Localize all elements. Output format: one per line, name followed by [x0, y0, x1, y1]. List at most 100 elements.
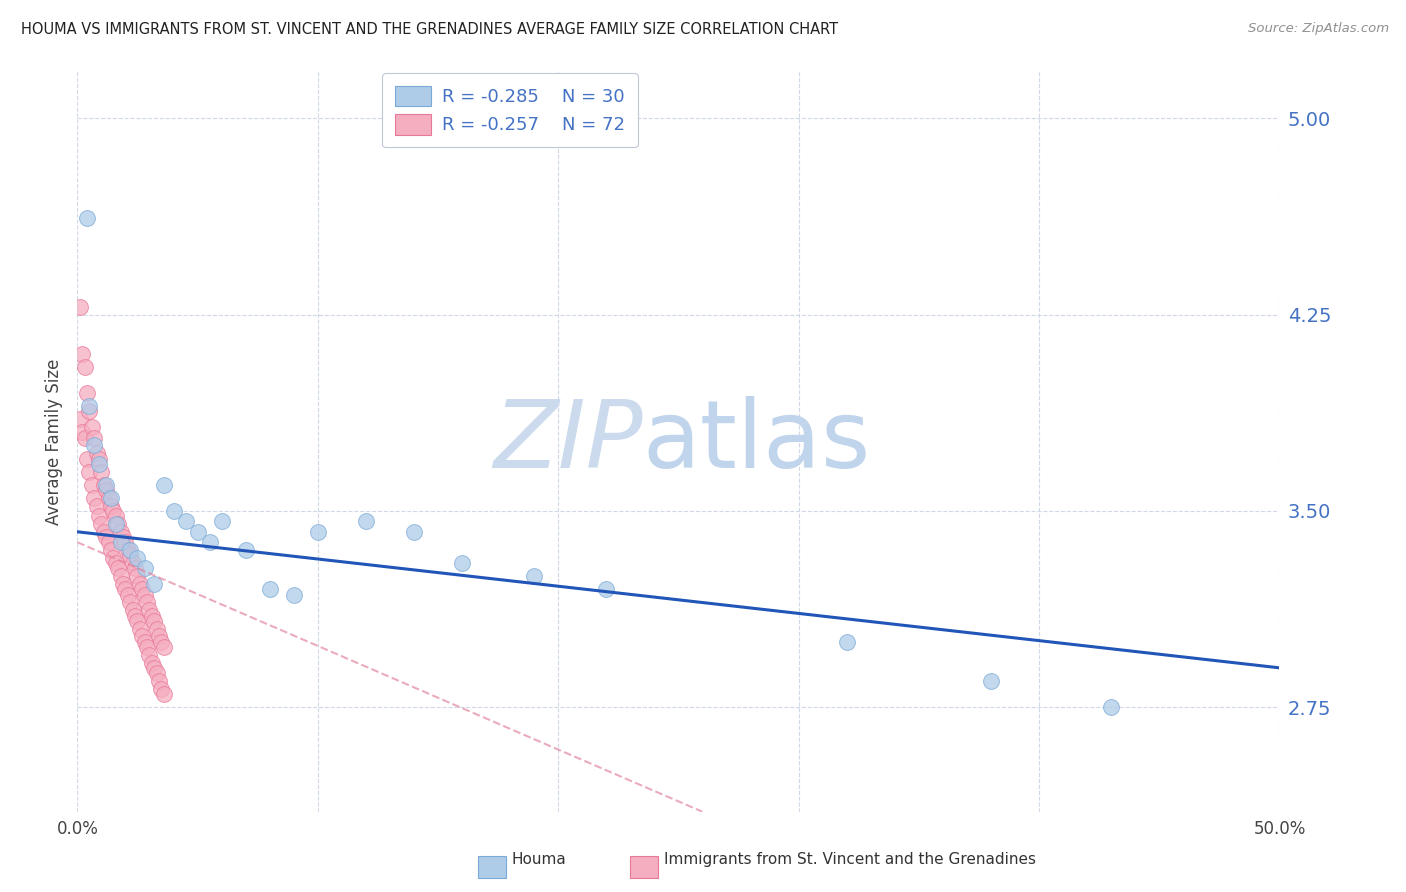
Point [73, 359, 96, 374]
Point [104, 509, 127, 524]
Point [70, 347, 93, 361]
Point [134, 634, 156, 648]
Point [86, 499, 108, 513]
Text: atlas: atlas [643, 395, 870, 488]
Point [110, 569, 132, 583]
Point [79, 465, 101, 479]
Point [402, 524, 425, 539]
Point [523, 569, 546, 583]
Point [134, 588, 156, 602]
Point [117, 543, 139, 558]
Point [114, 535, 136, 549]
Point [186, 524, 209, 539]
Point [110, 535, 132, 549]
Point [120, 543, 142, 558]
Point [143, 661, 166, 675]
Point [150, 634, 173, 648]
Text: ZIP: ZIP [492, 396, 643, 487]
Point [143, 614, 166, 628]
Point [93, 524, 115, 539]
Point [124, 608, 146, 623]
Point [134, 561, 156, 575]
Point [595, 582, 617, 597]
Point [138, 603, 160, 617]
Point [835, 634, 858, 648]
Point [111, 530, 134, 544]
Point [121, 603, 143, 617]
Text: Houma: Houma [512, 852, 567, 867]
Point [76, 451, 98, 466]
Point [128, 577, 150, 591]
Point [83, 431, 105, 445]
Text: Immigrants from St. Vincent and the Grenadines: Immigrants from St. Vincent and the Gren… [664, 852, 1036, 867]
Point [93, 477, 115, 491]
Point [145, 622, 167, 636]
Point [97, 535, 120, 549]
Point [136, 595, 159, 609]
Point [117, 588, 139, 602]
Point [110, 524, 132, 539]
Point [80, 420, 103, 434]
Point [83, 438, 105, 452]
Point [131, 582, 153, 597]
Point [198, 535, 221, 549]
Point [87, 457, 110, 471]
Point [79, 404, 101, 418]
Point [138, 648, 160, 662]
Point [96, 483, 118, 497]
Point [1099, 700, 1122, 714]
Point [235, 543, 257, 558]
Point [100, 499, 122, 513]
Point [70, 425, 93, 440]
Point [259, 582, 281, 597]
Point [80, 477, 103, 491]
Point [103, 551, 125, 566]
Point [87, 451, 110, 466]
Point [97, 491, 120, 505]
Point [451, 556, 474, 570]
Point [73, 431, 96, 445]
Point [107, 561, 129, 575]
Point [114, 582, 136, 597]
Point [127, 551, 149, 566]
Point [120, 549, 142, 563]
Point [131, 629, 153, 643]
Point [76, 386, 98, 401]
Text: Source: ZipAtlas.com: Source: ZipAtlas.com [1249, 22, 1389, 36]
Point [120, 595, 142, 609]
Legend: R = -0.285    N = 30, R = -0.257    N = 72: R = -0.285 N = 30, R = -0.257 N = 72 [382, 73, 638, 147]
Point [143, 577, 166, 591]
Point [127, 614, 149, 628]
Point [79, 399, 101, 413]
Point [153, 687, 176, 701]
Point [90, 465, 112, 479]
Point [121, 556, 143, 570]
Point [980, 673, 1002, 688]
Point [141, 656, 163, 670]
Point [111, 577, 134, 591]
Point [69, 412, 91, 426]
Point [307, 524, 329, 539]
Point [104, 516, 127, 531]
Point [354, 514, 377, 528]
Point [124, 561, 146, 575]
Point [148, 629, 170, 643]
Point [103, 504, 125, 518]
Point [87, 509, 110, 524]
Point [128, 622, 150, 636]
Y-axis label: Average Family Size: Average Family Size [45, 359, 63, 524]
Point [86, 446, 108, 460]
Point [283, 588, 305, 602]
Point [100, 543, 122, 558]
Point [148, 673, 170, 688]
Point [96, 530, 118, 544]
Point [136, 640, 159, 654]
Point [211, 514, 233, 528]
Point [145, 666, 167, 681]
Point [174, 514, 197, 528]
Point [141, 608, 163, 623]
Point [83, 491, 105, 505]
Point [127, 569, 149, 583]
Point [153, 640, 176, 654]
Point [96, 477, 118, 491]
